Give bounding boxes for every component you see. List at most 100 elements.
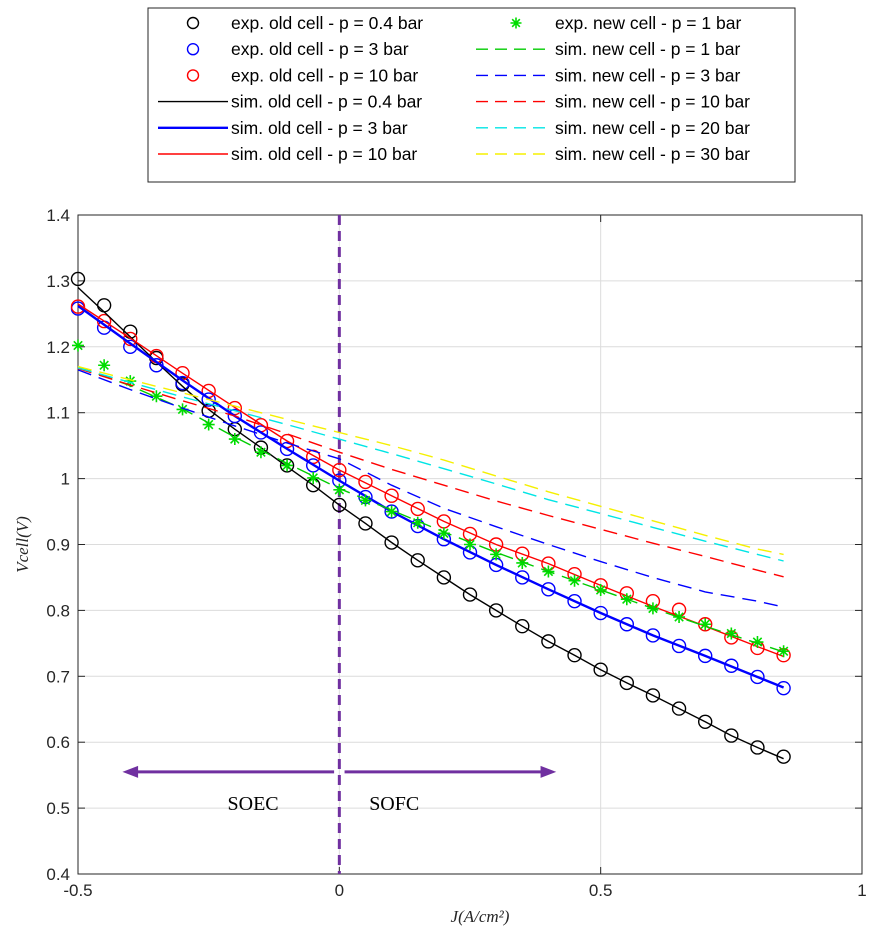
series-11 (77, 365, 784, 556)
data-point (750, 669, 765, 685)
legend-label: exp. old cell - p = 10 bar (231, 65, 418, 85)
data-point (619, 617, 634, 632)
data-point (671, 701, 687, 716)
data-point (488, 603, 504, 618)
annotation-sofc: SOFC (369, 793, 419, 815)
data-point (593, 662, 608, 677)
y-tick-label: 0.7 (46, 667, 70, 686)
data-point (70, 271, 86, 287)
legend-entry: sim. new cell - p = 3 bar (476, 65, 740, 85)
data-point (464, 538, 476, 551)
data-point (750, 740, 765, 755)
legend-entry: exp. new cell - p = 1 bar (510, 13, 741, 33)
plot-area: -0.5 0 0.5 1 0.4 0.5 0.6 0.7 0.8 0.9 1 1.1 1.2 1.3 1.4… (13, 206, 867, 926)
soec-arrowhead (122, 765, 139, 778)
data-point (410, 553, 425, 568)
data-point (227, 408, 243, 424)
data-point (333, 483, 346, 496)
data-point (724, 658, 739, 673)
soec-arrow-group (122, 765, 335, 778)
data-point (98, 359, 111, 372)
x-tick-label: 1 (857, 881, 866, 900)
annotation-soec: SOEC (228, 793, 279, 815)
data-point (411, 516, 424, 529)
y-axis-label: Vcell(V) (13, 516, 32, 573)
y-tick-label: 0.9 (46, 536, 70, 555)
data-point (254, 446, 267, 459)
series-line (77, 365, 784, 556)
y-tick-label: 0.5 (46, 799, 70, 818)
data-point (516, 556, 529, 569)
data-point (698, 714, 713, 729)
data-point (437, 527, 450, 540)
data-point (776, 749, 791, 764)
data-point (724, 728, 739, 743)
data-point (70, 299, 86, 314)
legend-entry: exp. old cell - p = 0.4 bar (186, 13, 423, 33)
data-point (281, 459, 294, 472)
data-point (671, 638, 687, 654)
legend-marker (510, 17, 522, 29)
data-point (751, 636, 764, 649)
data-point (124, 375, 137, 388)
data-point (307, 471, 320, 484)
data-point (541, 634, 556, 649)
data-point (515, 570, 530, 585)
legend: exp. old cell - p = 0.4 bar exp. old cell… (147, 7, 796, 183)
legend-entry: sim. old cell - p = 10 bar (158, 144, 417, 164)
y-tick-label: 0.8 (46, 601, 70, 620)
legend-entry: exp. old cell - p = 10 bar (186, 65, 418, 85)
x-tick-label: 0 (335, 881, 344, 900)
legend-label: sim. new cell - p = 1 bar (555, 39, 740, 59)
sofc-arrowhead (540, 765, 557, 778)
data-point (515, 619, 530, 634)
data-point (202, 418, 215, 431)
legend-label: sim. old cell - p = 0.4 bar (231, 92, 422, 112)
data-point (776, 680, 791, 696)
y-tick-label: 1.3 (46, 272, 70, 291)
legend-entry: sim. new cell - p = 1 bar (476, 39, 740, 59)
x-tick-label: -0.5 (63, 881, 92, 900)
y-tick-label: 0.4 (46, 865, 70, 884)
x-tick-label: 0.5 (589, 881, 613, 900)
data-point (698, 648, 713, 664)
data-point (175, 375, 190, 391)
sofc-arrow-group (344, 765, 557, 778)
legend-marker (186, 16, 200, 30)
data-point (673, 610, 686, 623)
legend-marker (186, 69, 200, 82)
series-9 (77, 367, 784, 578)
y-tick-label: 1.4 (46, 206, 70, 225)
data-point (593, 605, 608, 621)
data-point (306, 458, 321, 473)
series-10 (77, 367, 784, 562)
y-tick-label: 0.6 (46, 733, 70, 752)
legend-entry: exp. old cell - p = 3 bar (186, 39, 409, 59)
data-point (359, 494, 372, 507)
data-point (594, 583, 607, 596)
data-point (72, 339, 84, 352)
legend-label: exp. old cell - p = 3 bar (231, 39, 409, 59)
legend-marker (186, 43, 200, 56)
data-point (725, 627, 738, 640)
data-point (462, 587, 478, 602)
series-line (77, 286, 784, 760)
legend-label: sim. old cell - p = 3 bar (231, 118, 408, 138)
legend-label: sim. new cell - p = 3 bar (555, 65, 740, 85)
data-point (567, 648, 582, 663)
legend-label: sim. new cell - p = 20 bar (555, 118, 750, 138)
legend-label: sim. old cell - p = 10 bar (231, 144, 417, 164)
legend-entry: sim. old cell - p = 0.4 bar (158, 92, 422, 112)
y-tick-label: 1 (61, 470, 70, 489)
series-3 (77, 286, 784, 760)
legend-label: sim. new cell - p = 30 bar (555, 144, 750, 164)
data-point (645, 688, 661, 703)
data-point (777, 645, 790, 658)
series-7 (77, 365, 784, 653)
data-point (201, 392, 216, 407)
data-point (490, 548, 503, 561)
data-point (384, 535, 399, 550)
legend-entry: sim. old cell - p = 3 bar (158, 118, 408, 138)
series-line (77, 365, 784, 653)
